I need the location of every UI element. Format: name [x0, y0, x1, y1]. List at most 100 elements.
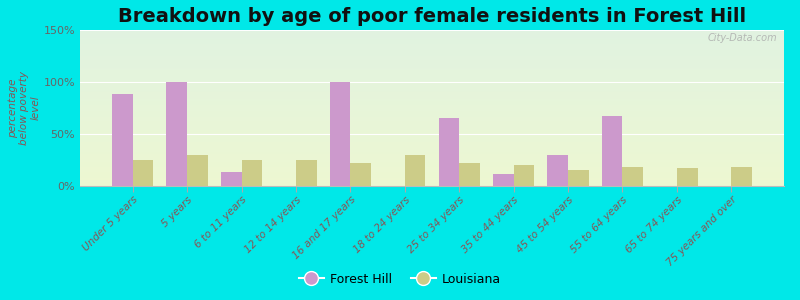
- Bar: [80, 85, 784, 86]
- Bar: [80, 162, 784, 163]
- Bar: [80, 74, 784, 75]
- Bar: [80, 71, 784, 72]
- Bar: [80, 117, 784, 118]
- Bar: [80, 104, 784, 105]
- Bar: [242, 160, 262, 186]
- Bar: [80, 52, 784, 53]
- Bar: [80, 39, 784, 40]
- Bar: [80, 113, 784, 114]
- Bar: [80, 118, 784, 119]
- Bar: [80, 151, 784, 152]
- Bar: [602, 116, 622, 186]
- Bar: [80, 175, 784, 176]
- Bar: [80, 184, 784, 185]
- Bar: [80, 139, 784, 140]
- Bar: [80, 134, 784, 135]
- Bar: [80, 112, 784, 113]
- Bar: [80, 41, 784, 42]
- Bar: [80, 131, 784, 132]
- Bar: [80, 174, 784, 175]
- Bar: [80, 114, 784, 115]
- Bar: [80, 142, 784, 143]
- Bar: [80, 62, 784, 63]
- Bar: [80, 140, 784, 141]
- Bar: [133, 160, 154, 186]
- Bar: [80, 73, 784, 74]
- Bar: [80, 171, 784, 172]
- Bar: [80, 116, 784, 117]
- Bar: [80, 100, 784, 101]
- Bar: [80, 67, 784, 68]
- Title: Breakdown by age of poor female residents in Forest Hill: Breakdown by age of poor female resident…: [118, 7, 746, 26]
- Bar: [80, 46, 784, 47]
- Bar: [80, 166, 784, 167]
- Bar: [80, 170, 784, 171]
- Bar: [80, 137, 784, 138]
- Bar: [80, 115, 784, 116]
- Bar: [80, 173, 784, 174]
- Bar: [80, 70, 784, 71]
- Bar: [80, 106, 784, 107]
- Bar: [80, 133, 784, 134]
- Bar: [80, 146, 784, 147]
- Bar: [80, 101, 784, 102]
- Bar: [80, 132, 784, 133]
- Bar: [80, 75, 784, 76]
- Bar: [80, 125, 784, 126]
- Bar: [80, 80, 784, 81]
- Bar: [80, 60, 784, 61]
- Bar: [80, 159, 784, 160]
- Bar: [80, 136, 784, 137]
- Bar: [80, 156, 784, 157]
- Bar: [80, 49, 784, 50]
- Bar: [80, 138, 784, 139]
- Bar: [80, 63, 784, 64]
- Bar: [80, 66, 784, 67]
- Bar: [80, 48, 784, 49]
- Bar: [80, 158, 784, 159]
- Bar: [80, 123, 784, 124]
- Bar: [80, 77, 784, 78]
- Bar: [80, 56, 784, 57]
- Bar: [80, 43, 784, 44]
- Bar: [221, 172, 242, 186]
- Bar: [80, 167, 784, 168]
- Bar: [80, 181, 784, 182]
- Bar: [80, 40, 784, 41]
- Legend: Forest Hill, Louisiana: Forest Hill, Louisiana: [294, 268, 506, 291]
- Y-axis label: percentage
below poverty
level: percentage below poverty level: [7, 71, 41, 145]
- Bar: [80, 94, 784, 95]
- Bar: [80, 92, 784, 93]
- Bar: [80, 37, 784, 38]
- Bar: [80, 90, 784, 91]
- Bar: [80, 161, 784, 162]
- Bar: [80, 45, 784, 46]
- Bar: [80, 107, 784, 108]
- Bar: [80, 152, 784, 153]
- Bar: [80, 84, 784, 85]
- Bar: [80, 72, 784, 73]
- Bar: [622, 167, 643, 186]
- Bar: [80, 110, 784, 111]
- Bar: [80, 98, 784, 99]
- Bar: [80, 122, 784, 123]
- Bar: [80, 86, 784, 87]
- Bar: [80, 61, 784, 62]
- Bar: [80, 68, 784, 69]
- Bar: [80, 89, 784, 90]
- Bar: [677, 168, 698, 186]
- Bar: [80, 176, 784, 177]
- Bar: [80, 51, 784, 52]
- Bar: [80, 129, 784, 130]
- Bar: [80, 64, 784, 65]
- Bar: [80, 95, 784, 96]
- Bar: [80, 33, 784, 34]
- Bar: [80, 55, 784, 56]
- Bar: [80, 177, 784, 178]
- Bar: [568, 170, 589, 186]
- Bar: [80, 145, 784, 146]
- Bar: [80, 144, 784, 145]
- Bar: [80, 69, 784, 70]
- Bar: [80, 102, 784, 103]
- Bar: [80, 34, 784, 35]
